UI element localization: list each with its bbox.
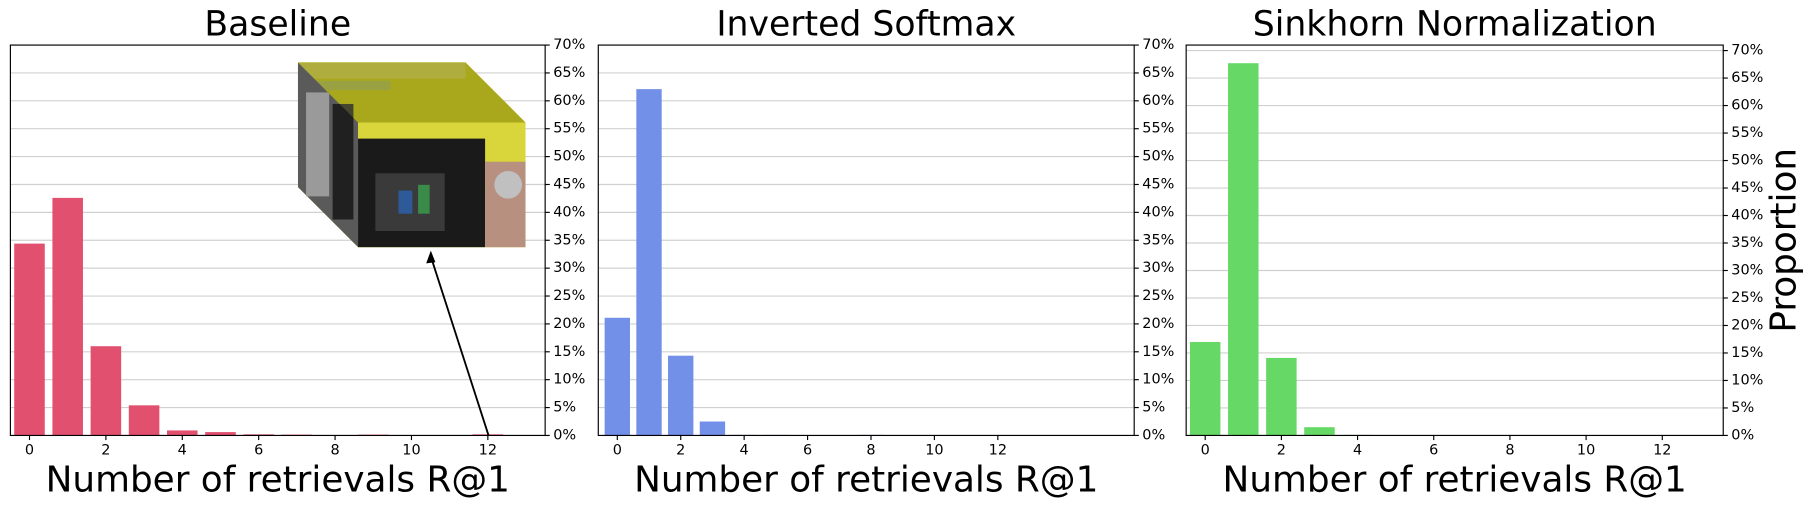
plot-frame [597, 44, 1135, 437]
y-tick-label: 25% [1731, 290, 1763, 306]
y-tick-label: 35% [1142, 232, 1174, 248]
bar [668, 355, 694, 436]
inset-image [297, 62, 526, 248]
y-tick-label: 0% [553, 427, 576, 443]
x-tick-label: 12 [1653, 442, 1671, 458]
y-axis-label: Proportion [1764, 148, 1805, 333]
arrow [429, 256, 490, 436]
plot-frame [9, 44, 546, 437]
x-tick-label: 2 [101, 442, 110, 458]
y-tick-label: 10% [553, 372, 585, 388]
bar [52, 197, 83, 436]
y-tick-label: 70% [1142, 37, 1174, 53]
x-tick-label: 4 [740, 442, 749, 458]
y-tick-label: 60% [553, 93, 585, 109]
chart-title: Baseline [204, 4, 351, 44]
bar [699, 421, 726, 436]
bar [1228, 63, 1259, 436]
y-tick-label: 25% [1142, 288, 1174, 304]
y-tick-label: 10% [1142, 372, 1174, 388]
y-tick-label: 45% [1142, 176, 1174, 192]
chart-title: Inverted Softmax [716, 4, 1016, 44]
y-tick-label: 5% [1731, 400, 1754, 416]
bar [167, 430, 198, 436]
y-tick-label: 20% [1731, 317, 1763, 333]
x-tick-label: 8 [330, 442, 339, 458]
x-tick-label: 2 [676, 442, 685, 458]
x-tick-label: 8 [1505, 442, 1514, 458]
bar [1266, 357, 1297, 436]
y-tick-label: 15% [1731, 345, 1763, 361]
y-tick-label: 40% [1142, 204, 1174, 220]
y-tick-label: 70% [1731, 43, 1763, 59]
y-tick-label: 20% [1142, 316, 1174, 332]
x-tick-label: 6 [803, 442, 812, 458]
bar [128, 405, 160, 436]
y-tick-label: 5% [1142, 400, 1165, 416]
x-tick-label: 0 [25, 442, 34, 458]
bar [1189, 341, 1221, 436]
bar [604, 317, 630, 436]
bar [14, 243, 45, 436]
y-tick-label: 50% [1142, 149, 1174, 165]
y-tick-label: 35% [1731, 235, 1763, 251]
chart-title: Sinkhorn Normalization [1253, 4, 1657, 44]
x-tick-label: 10 [402, 442, 420, 458]
y-tick-label: 65% [1731, 70, 1763, 86]
y-tick-label: 60% [1731, 98, 1763, 114]
y-tick-label: 60% [1142, 93, 1174, 109]
x-axis-label: Number of retrievals R@1 [46, 460, 510, 501]
x-tick-label: 6 [254, 442, 263, 458]
y-tick-label: 40% [553, 204, 585, 220]
y-tick-label: 25% [553, 288, 585, 304]
x-tick-label: 4 [178, 442, 187, 458]
y-tick-label: 15% [553, 344, 585, 360]
y-tick-label: 65% [1142, 65, 1174, 81]
y-tick-label: 0% [1142, 427, 1165, 443]
y-tick-label: 30% [553, 260, 585, 276]
bar [1304, 427, 1335, 436]
y-tick-label: 30% [1731, 262, 1763, 278]
y-tick-label: 10% [1731, 372, 1763, 388]
y-tick-label: 30% [1142, 260, 1174, 276]
x-tick-label: 4 [1353, 442, 1362, 458]
y-tick-label: 55% [553, 121, 585, 137]
y-tick-label: 0% [1731, 427, 1754, 443]
y-tick-label: 35% [553, 232, 585, 248]
y-tick-label: 45% [553, 176, 585, 192]
x-tick-label: 0 [613, 442, 622, 458]
y-tick-label: 55% [1142, 121, 1174, 137]
x-axis-label: Number of retrievals R@1 [634, 460, 1098, 501]
x-tick-label: 10 [1577, 442, 1595, 458]
x-tick-label: 8 [866, 442, 875, 458]
arrow-head [426, 250, 436, 264]
x-tick-label: 12 [479, 442, 497, 458]
y-tick-label: 70% [553, 37, 585, 53]
x-tick-label: 12 [989, 442, 1007, 458]
x-axis-label: Number of retrievals R@1 [1223, 460, 1687, 501]
plot-frame [1185, 44, 1724, 437]
y-tick-label: 45% [1731, 180, 1763, 196]
x-tick-label: 6 [1429, 442, 1438, 458]
y-tick-label: 65% [553, 65, 585, 81]
y-tick-label: 40% [1731, 208, 1763, 224]
y-tick-label: 20% [553, 316, 585, 332]
y-tick-label: 15% [1142, 344, 1174, 360]
y-tick-label: 5% [553, 400, 576, 416]
bar [205, 432, 236, 436]
x-tick-label: 0 [1201, 442, 1210, 458]
y-tick-label: 50% [553, 149, 585, 165]
y-tick-label: 50% [1731, 153, 1763, 169]
x-tick-label: 10 [925, 442, 943, 458]
bar [90, 346, 122, 436]
bar [636, 89, 662, 436]
x-tick-label: 2 [1277, 442, 1286, 458]
y-tick-label: 55% [1731, 125, 1763, 141]
